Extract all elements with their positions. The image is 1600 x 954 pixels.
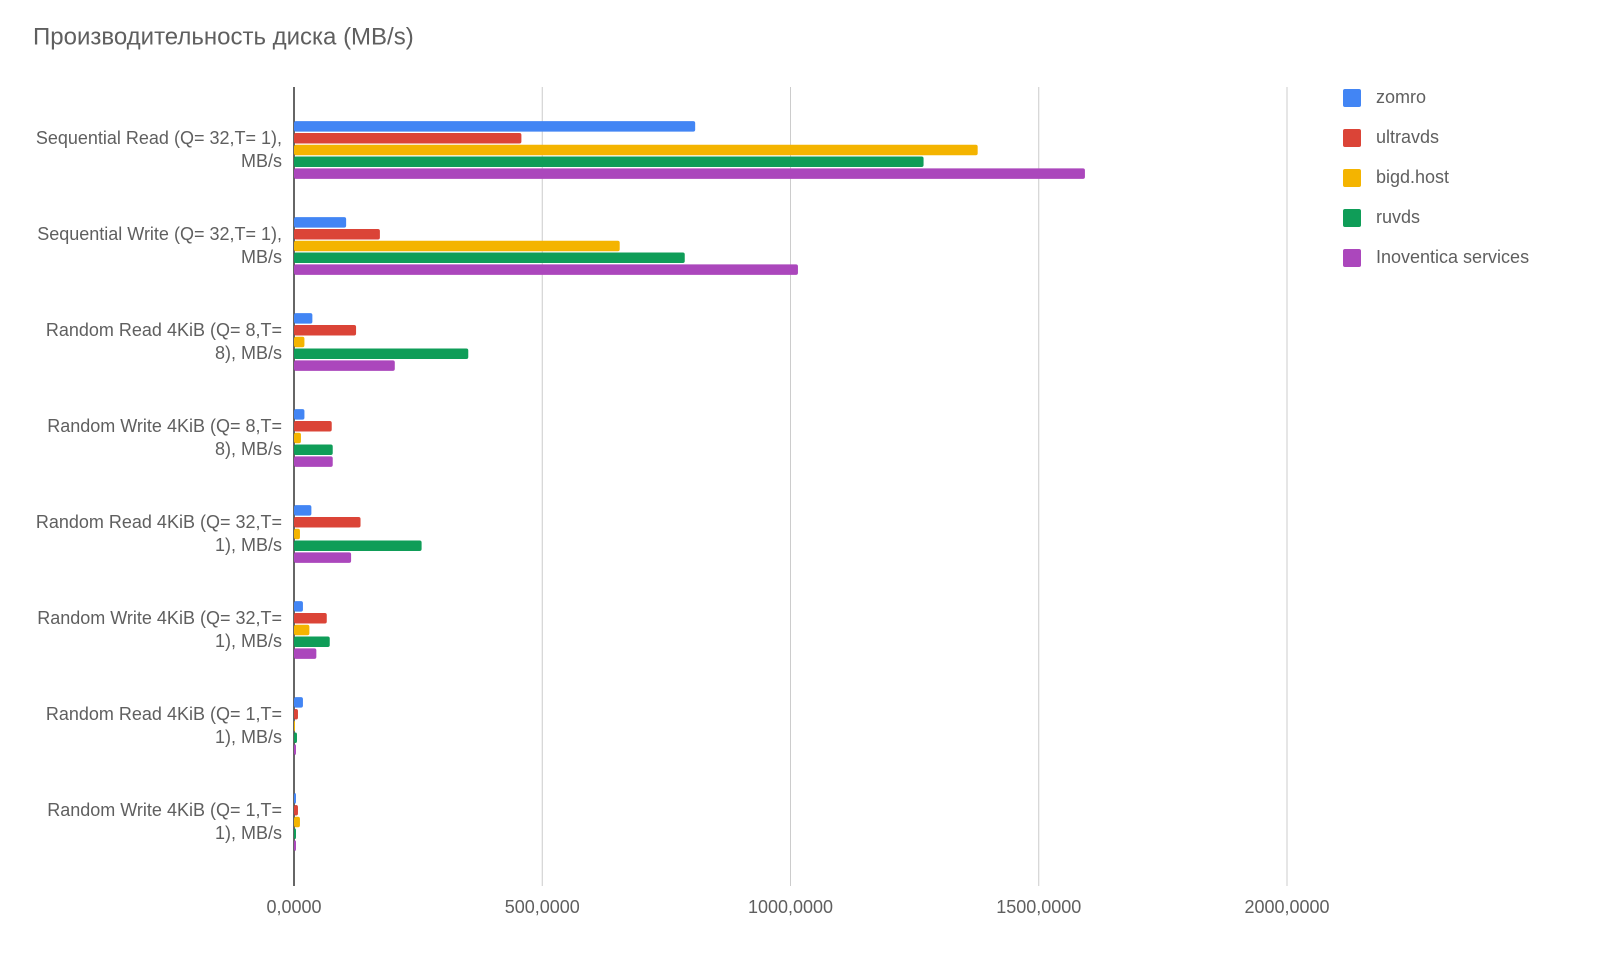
bar: [294, 348, 469, 360]
bar: [294, 252, 685, 264]
bar: [294, 409, 305, 420]
bar: [294, 516, 361, 528]
y-tick-label: Sequential Write (Q= 32,T= 1), MB/s: [37, 224, 282, 267]
bar: [294, 624, 310, 636]
y-tick-label: Random Write 4KiB (Q= 8,T= 8), MB/s: [47, 416, 282, 459]
bar: [294, 132, 522, 144]
bar: [294, 840, 296, 851]
legend-swatch: [1343, 89, 1361, 107]
legend-swatch: [1343, 209, 1361, 227]
bar: [294, 601, 303, 612]
bar: [294, 336, 305, 348]
y-tick-label: Sequential Read (Q= 32,T= 1), MB/s: [35, 128, 282, 171]
legend-label: Inoventica services: [1376, 247, 1529, 267]
legend-label: bigd.host: [1376, 167, 1449, 187]
bar: [294, 324, 357, 336]
bar: [294, 228, 380, 240]
bar: [294, 816, 300, 828]
bar: [294, 708, 298, 720]
bar: [294, 217, 347, 228]
legend-swatch: [1343, 129, 1361, 147]
bar: [294, 804, 298, 816]
bar: [294, 505, 312, 516]
bar: [294, 612, 327, 624]
bar: [294, 156, 924, 168]
x-tick-label: 2000,0000: [1244, 897, 1329, 917]
bar: [294, 528, 300, 540]
bar: [294, 240, 620, 252]
bar: [294, 168, 1085, 179]
bar: [294, 313, 313, 324]
bar: [294, 264, 798, 275]
legend-label: zomro: [1376, 87, 1426, 107]
bar: [294, 360, 395, 371]
legend-label: ruvds: [1376, 207, 1420, 227]
y-tick-label: Random Write 4KiB (Q= 32,T= 1), MB/s: [37, 608, 282, 651]
legend-swatch: [1343, 169, 1361, 187]
bar: [294, 720, 295, 732]
legend-label: ultravds: [1376, 127, 1439, 147]
bar: [294, 552, 352, 563]
y-tick-label: Random Read 4KiB (Q= 1,T= 1), MB/s: [45, 704, 282, 747]
bar: [294, 444, 333, 456]
bar: [294, 732, 297, 744]
bar: [294, 636, 330, 648]
y-tick-label: Random Write 4KiB (Q= 1,T= 1), MB/s: [47, 800, 282, 843]
x-tick-label: 1000,0000: [748, 897, 833, 917]
bar: [294, 420, 332, 432]
bar: [294, 697, 303, 708]
y-tick-label: Random Read 4KiB (Q= 32,T= 1), MB/s: [35, 512, 282, 555]
bar: [294, 540, 422, 552]
bar: [294, 648, 317, 659]
y-tick-label: Random Read 4KiB (Q= 8,T= 8), MB/s: [45, 320, 282, 363]
bar: [294, 432, 301, 444]
x-tick-label: 0,0000: [266, 897, 321, 917]
x-tick-label: 1500,0000: [996, 897, 1081, 917]
bar: [294, 793, 296, 804]
bar: [294, 144, 978, 156]
legend-swatch: [1343, 249, 1361, 267]
bar: [294, 456, 333, 467]
x-tick-label: 500,0000: [505, 897, 580, 917]
bar: [294, 121, 696, 132]
bar: [294, 828, 296, 840]
bar: [294, 744, 296, 755]
chart-title: Производительность диска (MB/s): [33, 23, 414, 50]
